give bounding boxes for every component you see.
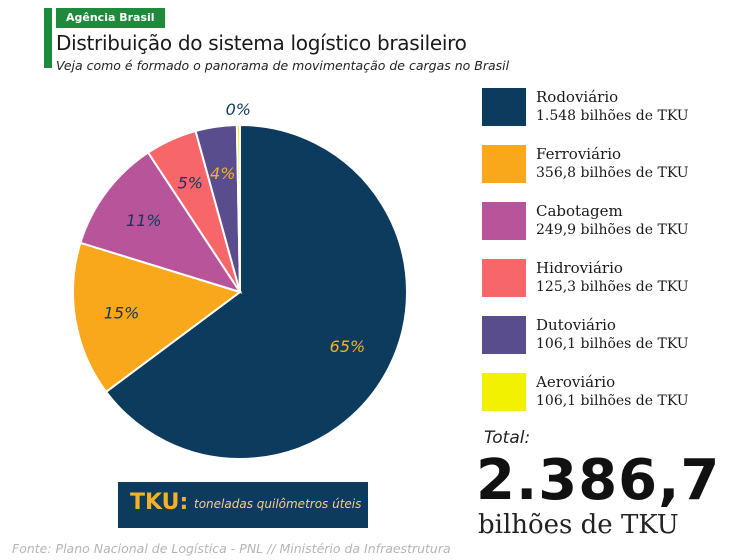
legend-name: Ferroviário [536,145,622,163]
legend-swatch [482,88,526,126]
legend-name: Rodoviário [536,88,619,106]
legend-name: Aeroviário [536,373,616,391]
tku-abbreviation: TKU: [130,490,189,515]
tku-definition-box: TKU: toneladas quilômetros úteis [118,482,368,528]
legend-value: 1.548 bilhões de TKU [536,108,689,124]
legend-value: 249,9 bilhões de TKU [536,222,689,238]
legend-item-dutoviario: Dutoviário 106,1 bilhões de TKU [482,314,742,358]
legend-item-hidroviario: Hidroviário 125,3 bilhões de TKU [482,257,742,301]
total-unit: bilhões de TKU [478,510,679,540]
pie-label-1: 15% [104,303,140,322]
legend-value: 106,1 bilhões de TKU [536,336,689,352]
legend-name: Dutoviário [536,316,616,334]
brand-badge: Agência Brasil [56,8,165,28]
legend-name: Cabotagem [536,202,623,220]
pie-slice-5 [235,123,241,293]
pie-label-5: 0% [226,100,251,119]
pie-label-0: 65% [330,337,366,356]
pie-chart: 65% 15% 11% 5% 4% 0% [72,100,408,460]
source-note: Fonte: Plano Nacional de Logística - PNL… [12,541,451,556]
legend-swatch [482,202,526,240]
pie-slice-2 [79,151,243,294]
pie-labels: 65% 15% 11% 5% 4% 0% [104,100,366,356]
pie-label-3: 5% [178,174,203,193]
chart-title: Distribuição do sistema logístico brasil… [56,31,467,55]
legend-item-ferroviario: Ferroviário 356,8 bilhões de TKU [482,143,742,187]
pie-slice-0 [104,123,408,460]
legend-value: 106,1 bilhões de TKU [536,393,689,409]
legend-value: 125,3 bilhões de TKU [536,279,689,295]
legend-item-rodoviario: Rodoviário 1.548 bilhões de TKU [482,86,742,130]
legend-swatch [482,316,526,354]
total-label: Total: [484,428,531,448]
legend-name: Hidroviário [536,259,623,277]
legend-swatch [482,259,526,297]
tku-definition: toneladas quilômetros úteis [194,497,362,511]
brand-accent-bar [44,8,52,68]
total-value: 2.386,7 [476,448,721,513]
legend-item-aeroviario: Aeroviário 106,1 bilhões de TKU [482,371,742,415]
pie-label-2: 11% [126,211,162,230]
pie-slices [72,123,408,460]
legend-swatch [482,145,526,183]
chart-subtitle: Veja como é formado o panorama de movime… [56,58,510,73]
legend-swatch [482,373,526,411]
legend-value: 356,8 bilhões de TKU [536,165,689,181]
legend-item-cabotagem: Cabotagem 249,9 bilhões de TKU [482,200,742,244]
pie-label-4: 4% [210,164,235,183]
